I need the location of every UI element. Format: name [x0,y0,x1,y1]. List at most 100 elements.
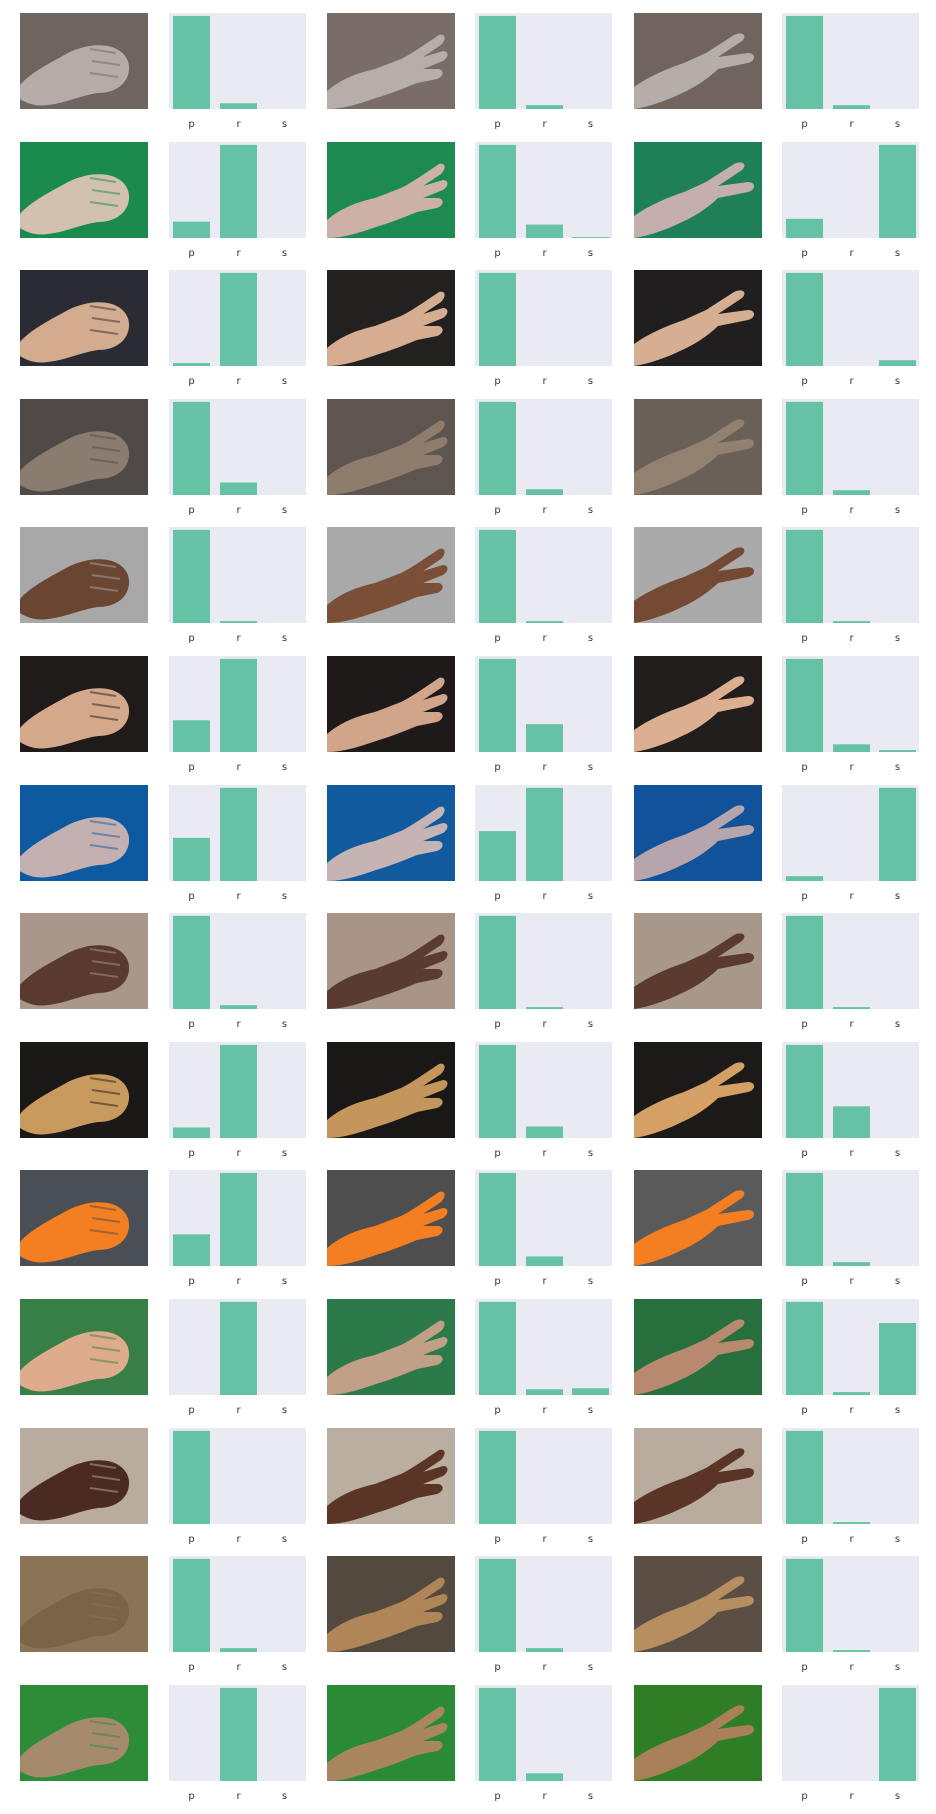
bar-r [526,224,563,238]
hand-silhouette-rock [20,1331,130,1392]
tick-label-r: r [542,505,547,516]
hand-image-r4-c3 [634,399,762,495]
hand-image-r5-c3 [634,527,762,623]
hand-image-r7-c1 [20,785,148,881]
hand-image-r7-c2 [327,785,455,881]
tick-label-r: r [849,505,854,516]
tick-label-r: r [849,1019,854,1030]
tick-label-s: s [282,891,287,902]
tick-label-s: s [588,1662,593,1673]
hand-image-r1-c1 [20,13,148,109]
tick-label-r: r [542,1276,547,1287]
bar-r [220,272,257,366]
tick-label-p: p [801,1019,807,1030]
hand-silhouette-scissors [634,933,754,1009]
bar-r [526,724,563,752]
bar-p [173,1234,210,1266]
tick-label-p: p [494,891,500,902]
tick-label-s: s [282,1662,287,1673]
tick-label-p: p [188,1148,194,1159]
hand-silhouette-paper [327,1191,448,1266]
bar-p [479,1430,516,1524]
hand-silhouette-scissors [634,547,754,623]
hand-silhouette-paper [327,1706,448,1781]
bar-p [786,915,823,1009]
bar-r [220,144,257,238]
hand-image-r7-c3 [634,785,762,881]
bar-s [879,1323,916,1395]
hand-image-r8-c2 [327,913,455,1009]
hand-silhouette-rock [20,817,130,878]
bar-p [173,915,210,1009]
hand-image-r3-c1 [20,270,148,366]
bar-r [833,1007,870,1009]
tick-label-s: s [282,1405,287,1416]
bar-p [173,15,210,110]
tick-label-p: p [188,762,194,773]
hand-silhouette-rock [20,302,130,363]
hand-image-r8-c3 [634,913,762,1009]
tick-label-r: r [236,1534,241,1545]
tick-label-s: s [282,119,287,130]
tick-label-p: p [188,1276,194,1287]
tick-label-r: r [849,1276,854,1287]
hand-image-r14-c3 [634,1685,762,1781]
hand-silhouette-paper [327,1449,448,1524]
bar-p [786,401,823,495]
tick-label-r: r [542,1791,547,1802]
bar-p [786,1558,823,1652]
tick-label-p: p [494,248,500,259]
tick-label-s: s [895,248,900,259]
tick-label-r: r [542,119,547,130]
tick-label-p: p [494,1662,500,1673]
bar-p [786,529,823,623]
tick-label-p: p [801,376,807,387]
tick-label-r: r [849,119,854,130]
tick-label-s: s [895,891,900,902]
tick-label-s: s [282,1791,287,1802]
tick-label-s: s [895,1534,900,1545]
finger-lines [89,562,121,592]
hand-image-r5-c2 [327,527,455,623]
tick-label-r: r [236,1148,241,1159]
tick-label-r: r [542,376,547,387]
finger-lines [89,820,121,850]
bar-r [833,1522,870,1524]
bar-r [220,1687,257,1781]
bar-p [786,218,823,238]
hand-image-r12-c1 [20,1428,148,1524]
hand-silhouette-paper [327,163,448,238]
bar-p [479,658,516,752]
tick-label-p: p [494,1276,500,1287]
tick-label-p: p [494,1405,500,1416]
hand-image-r14-c1 [20,1685,148,1781]
bar-p [479,1558,516,1652]
tick-label-r: r [849,891,854,902]
bar-r [220,621,257,623]
hand-silhouette-scissors [634,1190,754,1266]
tick-label-s: s [895,1019,900,1030]
tick-label-s: s [588,248,593,259]
hand-image-r10-c2 [327,1170,455,1266]
bar-p [479,529,516,623]
tick-label-s: s [895,762,900,773]
bar-p [173,1430,210,1524]
tick-label-s: s [588,1148,593,1159]
bar-p [786,1044,823,1138]
hand-silhouette-scissors [634,676,754,752]
bar-p [173,221,210,238]
tick-label-s: s [895,119,900,130]
tick-label-p: p [188,1534,194,1545]
hand-image-r14-c2 [327,1685,455,1781]
tick-label-r: r [542,1662,547,1673]
